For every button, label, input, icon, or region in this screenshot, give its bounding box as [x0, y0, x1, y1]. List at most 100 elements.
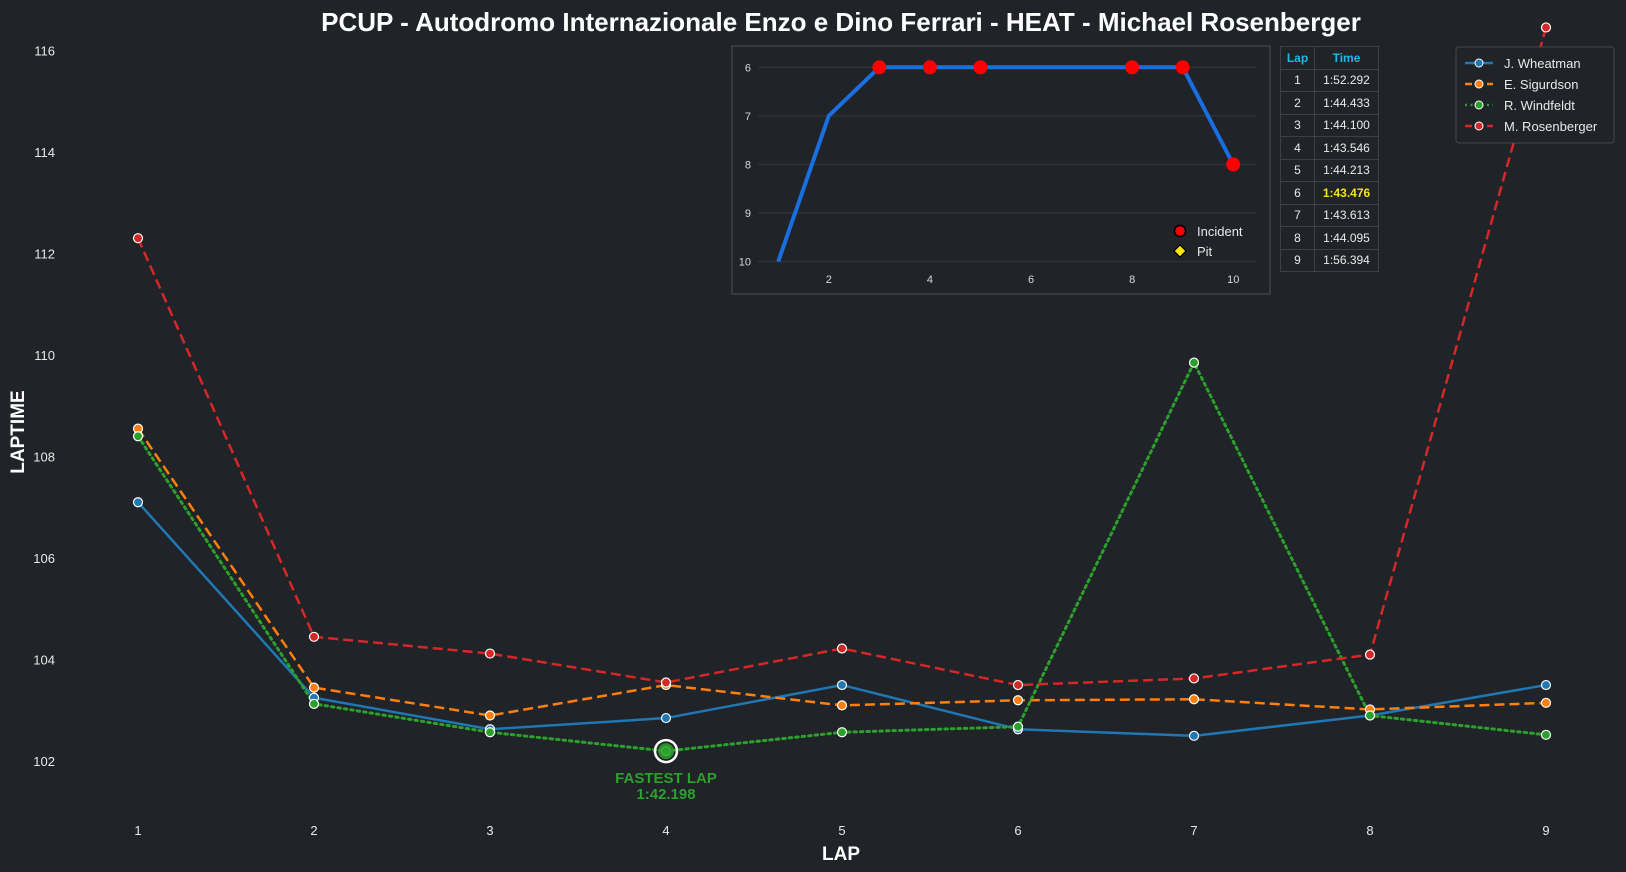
y-tick-label: 102 — [33, 754, 55, 769]
y-axis-label: LAPTIME — [8, 390, 29, 473]
inset-y-tick-label: 6 — [745, 62, 751, 74]
incident-marker — [922, 60, 937, 75]
inset-y-tick-label: 9 — [745, 208, 751, 220]
x-tick-label: 5 — [838, 823, 845, 838]
data-point-r-windfeldt — [1188, 357, 1200, 368]
lap-column-header: Lap — [1280, 46, 1315, 70]
inset-x-tick-label: 4 — [927, 274, 933, 286]
lap-number-cell: 9 — [1280, 248, 1315, 272]
data-point-r-windfeldt — [1364, 710, 1376, 721]
inset-x-tick-label: 10 — [1227, 274, 1239, 286]
y-tick-label: 106 — [33, 551, 55, 566]
data-point-j-wheatman — [1188, 730, 1200, 741]
legend-label-r-windfeldt: R. Windfeldt — [1504, 98, 1575, 113]
legend-marker-m-rosenberger — [1474, 121, 1484, 131]
fastest-lap-time: 1:42.198 — [636, 786, 695, 803]
data-point-m-rosenberger — [132, 233, 144, 244]
lap-time-cell: 1:44.213 — [1314, 158, 1379, 182]
table-header-row: Lap Time — [1280, 46, 1379, 70]
y-tick-label: 112 — [34, 246, 55, 261]
legend-frame — [1455, 46, 1615, 144]
lap-time-cell: 1:52.292 — [1314, 68, 1379, 92]
data-point-m-rosenberger — [1540, 22, 1552, 33]
x-tick-label: 6 — [1014, 823, 1021, 838]
y-tick-label: 114 — [34, 145, 55, 160]
chart-title: PCUP - Autodromo Internazionale Enzo e D… — [321, 7, 1361, 37]
incident-marker — [872, 60, 887, 75]
series-legend: J. Wheatman E. Sigurdson R. Windfeldt M. Ro… — [1455, 46, 1615, 144]
lap-time-cell: 1:43.476 — [1314, 181, 1379, 205]
fastest-lap-marker — [653, 738, 679, 764]
incident-marker — [1125, 60, 1140, 75]
x-tick-label: 4 — [662, 823, 669, 838]
x-tick-label: 9 — [1542, 823, 1549, 838]
data-point-m-rosenberger — [660, 677, 672, 688]
x-tick-label: 1 — [134, 823, 141, 838]
series-line-e-sigurdson — [136, 427, 1547, 717]
y-tick-label: 116 — [34, 43, 55, 58]
y-tick-label: 110 — [34, 348, 55, 363]
y-tick-label: 108 — [33, 450, 55, 465]
incident-marker — [1175, 60, 1190, 75]
inset-y-tick-label: 10 — [739, 257, 751, 269]
lap-number-cell: 8 — [1280, 226, 1315, 250]
table-row: 5 1:44.213 — [1280, 158, 1379, 182]
fastest-lap-marker-fill — [658, 743, 674, 760]
fastest-lap-label: FASTEST LAP — [615, 770, 717, 787]
lap-time-cell: 1:44.095 — [1314, 226, 1379, 250]
inset-x-tick-label: 8 — [1129, 274, 1135, 286]
legend-label-j-wheatman: J. Wheatman — [1504, 56, 1581, 71]
incident-marker — [973, 60, 988, 75]
lap-time-table: Lap Time 1 1:52.292 2 1:44.433 3 1:44.100 4… — [1280, 46, 1379, 272]
data-point-m-rosenberger — [1012, 679, 1024, 691]
data-point-r-windfeldt — [836, 727, 848, 738]
lap-time-cell: 1:44.100 — [1314, 113, 1379, 137]
x-tick-label: 8 — [1366, 823, 1373, 838]
data-point-e-sigurdson — [484, 710, 496, 721]
data-point-j-wheatman — [660, 712, 672, 724]
legend-marker-j-wheatman — [1474, 58, 1484, 68]
inset-legend-incident-marker — [1173, 224, 1187, 238]
data-point-e-sigurdson — [1188, 694, 1200, 705]
legend-marker-e-sigurdson — [1474, 79, 1484, 89]
incident-marker — [1226, 157, 1241, 172]
lap-number-cell: 3 — [1280, 113, 1315, 137]
data-point-r-windfeldt — [1012, 721, 1024, 732]
data-point-r-windfeldt — [132, 431, 144, 442]
lap-time-cell: 1:56.394 — [1314, 248, 1379, 272]
legend-label-e-sigurdson: E. Sigurdson — [1504, 77, 1578, 92]
table-row: 3 1:44.100 — [1280, 113, 1379, 137]
lap-number-cell: 6 — [1280, 181, 1315, 205]
data-point-m-rosenberger — [308, 631, 320, 642]
data-point-e-sigurdson — [308, 682, 320, 693]
data-point-j-wheatman — [1540, 679, 1552, 691]
legend-marker-r-windfeldt — [1474, 100, 1484, 110]
table-row: 4 1:43.546 — [1280, 136, 1379, 160]
data-point-r-windfeldt — [308, 698, 320, 709]
lap-number-cell: 5 — [1280, 158, 1315, 182]
lap-number-cell: 7 — [1280, 203, 1315, 227]
inset-y-tick-label: 8 — [745, 159, 751, 171]
lap-number-cell: 2 — [1280, 91, 1315, 115]
data-point-m-rosenberger — [1364, 649, 1376, 660]
table-row: 7 1:43.613 — [1280, 203, 1379, 227]
x-tick-label: 3 — [486, 823, 493, 838]
data-point-r-windfeldt — [484, 727, 496, 738]
table-row: 1 1:52.292 — [1280, 68, 1379, 92]
table-row: 2 1:44.433 — [1280, 91, 1379, 115]
data-point-r-windfeldt — [1540, 729, 1552, 740]
lap-time-cell: 1:44.433 — [1314, 91, 1379, 115]
lap-time-cell: 1:43.546 — [1314, 136, 1379, 160]
inset-x-tick-label: 6 — [1028, 274, 1034, 286]
data-point-j-wheatman — [836, 679, 848, 691]
position-inset-chart: 6 7 8 9 10 2 4 6 8 10 Incident Pit — [731, 45, 1271, 295]
main-plot-area: 1 2 3 4 5 6 7 8 9102104106108110112114116FASTEST… — [33, 22, 1552, 838]
data-point-e-sigurdson — [1540, 697, 1552, 708]
table-row-fastest: 6 1:43.476 — [1280, 181, 1379, 205]
y-tick-label: 104 — [33, 653, 55, 668]
time-column-header: Time — [1314, 46, 1379, 70]
x-tick-label: 2 — [310, 823, 317, 838]
data-point-e-sigurdson — [836, 700, 848, 711]
legend-label-m-rosenberger: M. Rosenberger — [1504, 119, 1598, 134]
